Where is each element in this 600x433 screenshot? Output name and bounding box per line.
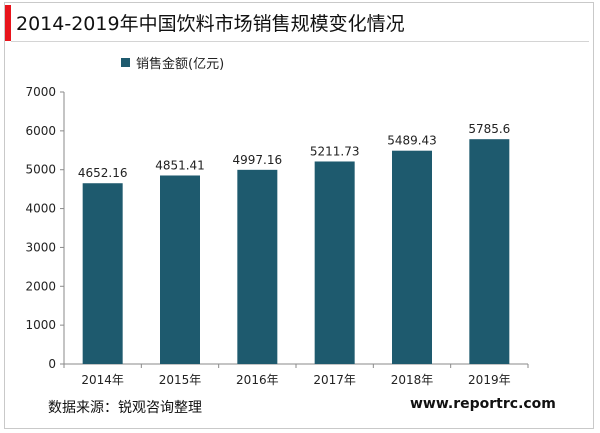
x-tick-label: 2019年 [468, 373, 511, 387]
y-tick-label: 2000 [25, 279, 56, 293]
x-tick-label: 2018年 [391, 373, 434, 387]
x-tick-label: 2017年 [313, 373, 356, 387]
bar [469, 139, 510, 364]
x-tick-label: 2016年 [236, 373, 279, 387]
y-tick-label: 1000 [25, 318, 56, 332]
bar [314, 161, 355, 364]
bar [392, 150, 432, 364]
bar [160, 175, 200, 364]
title-accent-bar [5, 5, 11, 41]
legend: 销售金额(亿元) [121, 54, 225, 72]
y-tick-label: 5000 [25, 163, 56, 177]
title-divider [11, 41, 589, 42]
data-label: 5489.43 [387, 134, 437, 148]
chart-frame [4, 2, 594, 429]
y-tick-label: 0 [48, 357, 56, 371]
bar [82, 183, 123, 364]
bar [237, 169, 278, 364]
y-tick-label: 4000 [25, 202, 56, 216]
y-tick-label: 3000 [25, 240, 56, 254]
legend-label: 销售金额(亿元) [136, 56, 225, 72]
data-label: 5211.73 [310, 144, 360, 158]
data-label: 5785.6 [468, 122, 510, 136]
y-tick-label: 6000 [25, 124, 56, 138]
data-label: 4851.41 [155, 158, 205, 172]
data-source: 数据来源：锐观咨询整理 [48, 400, 202, 416]
chart-title: 2014-2019年中国饮料市场销售规模变化情况 [16, 13, 405, 35]
data-label: 4652.16 [78, 166, 128, 180]
data-label: 4997.16 [233, 153, 283, 167]
legend-swatch [121, 57, 130, 67]
x-tick-label: 2014年 [81, 373, 124, 387]
y-tick-label: 7000 [25, 85, 56, 99]
website-url: www.reportrc.com [410, 396, 556, 412]
x-tick-label: 2015年 [159, 373, 202, 387]
